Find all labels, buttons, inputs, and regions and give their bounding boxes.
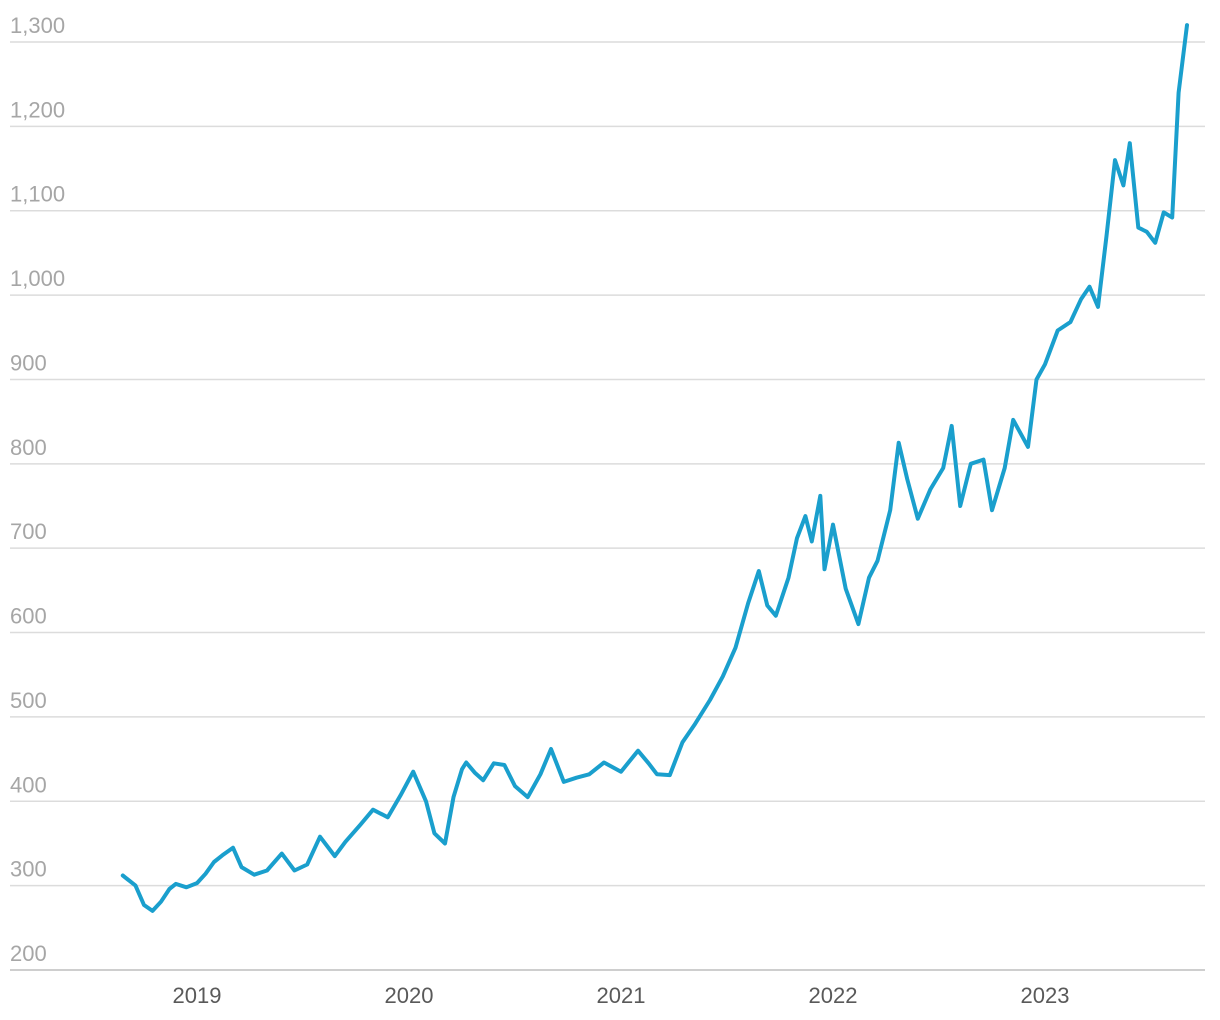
x-tick-label: 2019 [173,983,222,1008]
y-tick-label: 300 [10,857,47,882]
y-tick-label: 1,000 [10,266,65,291]
x-axis-tick-labels: 2019 2020 2021 2022 2023 [173,983,1070,1008]
y-tick-label: 900 [10,350,47,375]
y-tick-label: 200 [10,941,47,966]
x-tick-label: 2020 [385,983,434,1008]
y-tick-label: 800 [10,435,47,460]
y-tick-label: 1,200 [10,97,65,122]
x-tick-label: 2021 [597,983,646,1008]
y-tick-label: 500 [10,688,47,713]
x-tick-label: 2023 [1021,983,1070,1008]
y-tick-label: 600 [10,604,47,629]
y-tick-label: 700 [10,519,47,544]
y-axis-tick-labels: 200 300 400 500 600 700 800 900 1,000 1,100 1,200 1… [10,13,65,966]
gridlines [10,41,1205,971]
y-tick-label: 400 [10,772,47,797]
y-tick-label: 1,100 [10,182,65,207]
series-layer [120,23,1189,913]
y-tick-label: 1,300 [10,13,65,38]
series-line [120,23,1189,913]
x-tick-label: 2022 [809,983,858,1008]
